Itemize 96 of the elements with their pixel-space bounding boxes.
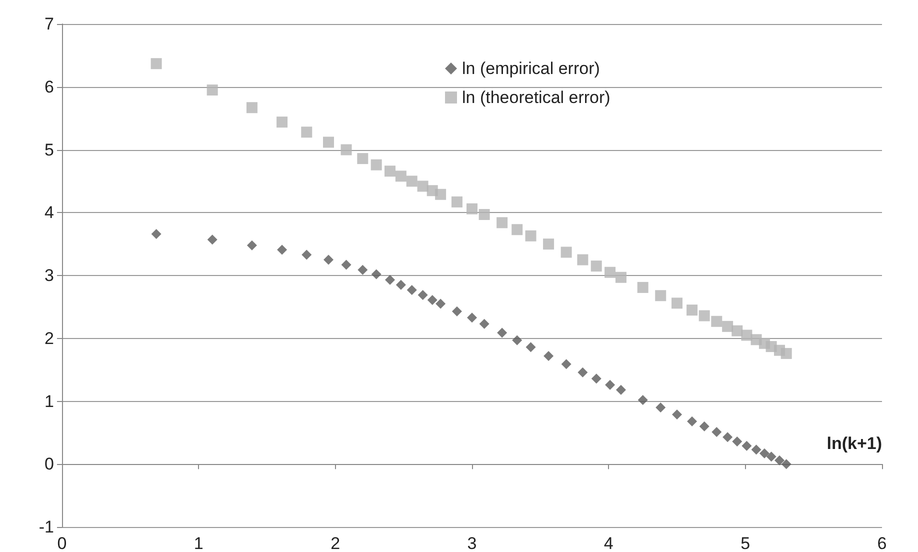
point <box>672 409 682 420</box>
point <box>722 320 734 332</box>
point <box>759 448 770 458</box>
point <box>616 384 626 395</box>
point <box>712 427 722 438</box>
point <box>687 416 698 426</box>
point <box>496 217 508 228</box>
point <box>406 176 418 187</box>
point <box>722 432 733 442</box>
point <box>206 84 218 96</box>
point <box>371 269 382 280</box>
y-tick-label: 2 <box>44 328 54 348</box>
point <box>479 318 490 329</box>
point <box>741 330 752 341</box>
point <box>604 266 616 278</box>
point <box>207 234 218 245</box>
point <box>774 455 784 466</box>
point <box>560 246 572 258</box>
point <box>466 203 478 214</box>
x-tick-label: 3 <box>467 534 477 552</box>
x-tick-label: 2 <box>330 534 340 552</box>
x-tick-label: 4 <box>604 534 614 552</box>
point <box>246 102 258 114</box>
y-tick-label: 5 <box>44 140 54 160</box>
point <box>478 209 490 220</box>
point <box>276 116 288 128</box>
point <box>435 188 446 200</box>
point <box>512 224 523 236</box>
point <box>686 304 698 316</box>
point <box>656 402 666 413</box>
y-tick-label: 0 <box>44 454 54 474</box>
x-axis-title: ln(k+1) <box>826 434 882 454</box>
point <box>578 367 588 378</box>
point <box>615 272 626 283</box>
point <box>395 170 406 182</box>
x-tick-label: 0 <box>57 534 67 552</box>
point <box>302 250 312 260</box>
y-tick-label: 3 <box>44 266 54 285</box>
point <box>655 290 666 302</box>
point <box>370 159 382 170</box>
point <box>672 298 682 309</box>
point <box>452 306 462 316</box>
legend-label: ln (empirical error) <box>462 59 600 78</box>
point <box>427 295 438 306</box>
point <box>246 240 257 250</box>
point <box>357 153 368 164</box>
point <box>590 260 602 272</box>
point <box>451 196 462 208</box>
point <box>385 274 395 285</box>
point <box>638 394 648 405</box>
point <box>497 328 508 338</box>
point <box>637 282 648 293</box>
point <box>436 298 446 309</box>
point <box>324 254 334 265</box>
point <box>561 359 572 370</box>
point <box>396 280 406 290</box>
point <box>732 325 743 336</box>
point <box>698 310 710 322</box>
x-tick-label: 6 <box>877 534 887 552</box>
legend-label: ln (theoretical error) <box>462 88 610 107</box>
point <box>591 374 602 384</box>
x-tick-label: 1 <box>194 534 204 552</box>
point <box>358 264 368 275</box>
point <box>406 284 417 295</box>
point <box>512 335 522 346</box>
point <box>732 436 742 446</box>
point <box>418 290 428 300</box>
point <box>341 260 352 270</box>
point <box>780 348 792 359</box>
point <box>742 440 752 451</box>
point <box>277 244 288 255</box>
point <box>751 444 762 455</box>
point <box>301 126 312 138</box>
point <box>699 421 710 432</box>
point <box>323 136 334 148</box>
y-tick-label: 1 <box>44 392 54 411</box>
y-tick-label: 6 <box>44 77 54 96</box>
point <box>384 166 396 177</box>
point <box>577 254 588 266</box>
point <box>766 452 776 462</box>
point <box>340 144 352 156</box>
point <box>417 180 428 192</box>
y-tick-label: 4 <box>44 203 54 222</box>
point <box>525 230 536 242</box>
point <box>467 312 477 323</box>
point <box>150 58 162 70</box>
point <box>151 229 162 240</box>
point <box>781 459 792 470</box>
y-tick-label: -1 <box>38 518 54 536</box>
x-tick-label: 5 <box>740 534 750 552</box>
point <box>543 238 554 250</box>
point <box>605 380 616 390</box>
point <box>526 342 536 352</box>
y-tick-label: 7 <box>44 14 54 34</box>
point <box>544 350 554 361</box>
point <box>711 316 722 327</box>
